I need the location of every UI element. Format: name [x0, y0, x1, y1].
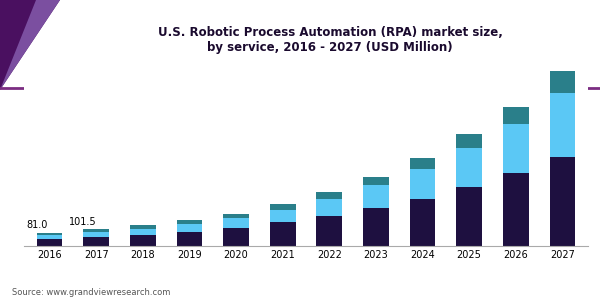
Bar — [83, 237, 109, 246]
Bar — [83, 232, 109, 237]
Bar — [316, 192, 342, 199]
Bar — [410, 158, 436, 169]
Text: 101.5: 101.5 — [70, 217, 97, 227]
Bar — [223, 218, 249, 228]
Bar — [223, 228, 249, 246]
Bar — [316, 199, 342, 216]
Bar — [37, 233, 62, 235]
Bar — [316, 216, 342, 246]
Bar — [410, 200, 436, 246]
Polygon shape — [0, 0, 60, 90]
Bar — [503, 124, 529, 173]
Bar — [176, 220, 202, 224]
Bar — [457, 148, 482, 187]
Bar — [37, 235, 62, 239]
Polygon shape — [0, 0, 60, 90]
Bar — [550, 71, 575, 93]
Bar — [83, 230, 109, 232]
Bar — [130, 229, 155, 235]
Bar — [176, 224, 202, 232]
Bar — [363, 177, 389, 185]
Bar — [457, 187, 482, 246]
Bar — [270, 209, 296, 222]
Bar — [363, 185, 389, 208]
Bar — [37, 239, 62, 246]
Bar — [176, 232, 202, 246]
Bar — [550, 157, 575, 246]
Bar — [270, 222, 296, 246]
Bar — [550, 93, 575, 157]
Text: Source: www.grandviewresearch.com: Source: www.grandviewresearch.com — [12, 288, 170, 297]
Bar — [270, 204, 296, 209]
Bar — [130, 225, 155, 229]
Bar — [503, 173, 529, 246]
Bar — [130, 235, 155, 246]
Text: U.S. Robotic Process Automation (RPA) market size,
by service, 2016 - 2027 (USD : U.S. Robotic Process Automation (RPA) ma… — [158, 26, 502, 55]
Bar — [363, 208, 389, 246]
Bar — [410, 169, 436, 200]
Bar — [457, 134, 482, 148]
Text: 81.0: 81.0 — [26, 220, 47, 230]
Bar — [223, 214, 249, 218]
Bar — [503, 107, 529, 124]
